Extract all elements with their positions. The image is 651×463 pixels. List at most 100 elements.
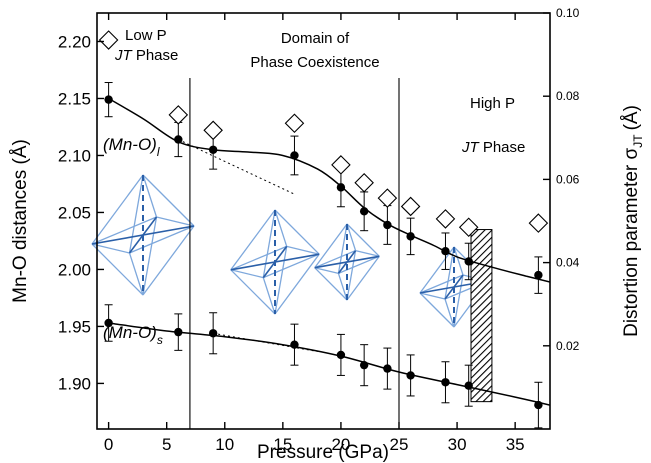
data-point <box>290 151 299 160</box>
octahedron-edge <box>262 277 276 315</box>
octahedron-edge <box>91 216 157 245</box>
octahedron-edge <box>142 174 195 227</box>
sigma-jt-point <box>400 196 421 217</box>
y-left-tick-label: 1.90 <box>58 374 91 393</box>
x-axis-title: Pressure (GPa) <box>257 442 389 463</box>
octahedron-edge <box>314 267 348 301</box>
octahedron-edge <box>314 223 348 269</box>
y-left-tick-label: 2.15 <box>58 89 91 108</box>
octahedron-edge <box>314 267 339 275</box>
octahedron-edge <box>230 209 276 271</box>
octahedron-edge <box>142 225 195 296</box>
x-tick-label: 15 <box>273 435 292 454</box>
octahedron-edge <box>91 243 144 296</box>
data-point <box>383 220 392 230</box>
coexistence-label: Phase Coexistence <box>250 54 379 71</box>
data-point <box>464 381 473 390</box>
sigma-jt-point <box>377 188 398 208</box>
x-tick-label: 0 <box>104 435 113 454</box>
sigma-jt-point <box>331 155 351 175</box>
sigma-jt-point <box>435 209 456 229</box>
octahedron-edge <box>453 274 464 328</box>
data-point <box>208 145 218 154</box>
octahedron-edge <box>453 246 464 276</box>
octahedron-edge <box>419 274 464 294</box>
octahedron-edge <box>91 174 144 245</box>
x-tick-label: 10 <box>215 435 234 454</box>
data-point <box>359 360 369 370</box>
octahedron-edge <box>346 250 357 301</box>
y-right-tick-label: 0.10 <box>556 6 580 20</box>
short-bond-label: (Mn-O)s <box>103 323 163 347</box>
data-point <box>359 207 369 216</box>
octahedron-edge <box>444 298 455 328</box>
sigma-jt-point <box>284 113 305 134</box>
octahedron-edge <box>346 255 380 301</box>
x-tick-label: 35 <box>506 435 525 454</box>
y-right-tick-label: 0.04 <box>556 256 580 270</box>
y-left-tick-label: 1.95 <box>58 317 91 336</box>
y-axis-right-title: Distortion parameter σJT(Å) <box>621 105 645 337</box>
high-p-phase-label: JT Phase <box>461 139 525 156</box>
low-p-phase-label: JT Phase <box>114 47 178 64</box>
octahedron-edge <box>314 250 356 269</box>
octahedron-axis <box>337 250 357 274</box>
y-left-tick-label: 2.05 <box>58 203 91 222</box>
octahedron-edge <box>142 174 158 218</box>
data-point <box>336 183 346 192</box>
x-tick-label: 25 <box>390 435 409 454</box>
sigma-jt-point <box>354 172 374 193</box>
data-point <box>104 318 113 328</box>
data-point <box>174 135 183 144</box>
y-right-tick-label: 0.08 <box>556 89 580 103</box>
octahedron-edge <box>286 245 320 255</box>
plot-frame <box>96 12 551 430</box>
octahedron-edge <box>274 209 320 255</box>
octahedron-edge <box>230 269 276 315</box>
octahedron-icon <box>314 223 380 301</box>
octahedron-edge <box>338 255 380 274</box>
octahedron-edge <box>419 292 455 328</box>
data-point <box>104 95 113 104</box>
x-tick-label: 30 <box>448 435 467 454</box>
octahedron-edge <box>419 246 455 294</box>
y-axis-left-title: Mn-O distances (Å) <box>10 139 31 303</box>
octahedron-icon <box>91 174 195 296</box>
y-right-tick-label: 0.06 <box>556 172 580 186</box>
octahedron-edge <box>274 209 288 247</box>
fit-curve-long <box>108 97 550 283</box>
octahedron-edge <box>346 223 357 251</box>
x-tick-label: 5 <box>162 435 171 454</box>
octahedron-edge <box>263 253 320 279</box>
octahedron-edge <box>355 249 380 257</box>
domain-label: Domain of <box>281 30 350 47</box>
data-point <box>464 257 473 266</box>
octahedron-edge <box>262 209 276 278</box>
octahedron-edge <box>230 245 287 271</box>
data-point <box>208 329 218 338</box>
transition-hatched-region <box>470 229 493 403</box>
octahedron-edge <box>274 253 320 315</box>
octahedron-edge <box>156 216 195 227</box>
sigma-jt-point <box>168 105 189 125</box>
data-point <box>174 327 183 337</box>
sigma-jt-point <box>98 30 119 50</box>
data-point <box>336 350 346 360</box>
octahedron-edge <box>337 273 348 301</box>
y-right-tick-label: 0.02 <box>556 339 580 353</box>
octahedron-edge <box>346 223 380 257</box>
y-left-tick-label: 2.20 <box>58 32 91 51</box>
sigma-jt-point <box>203 120 223 141</box>
data-point <box>534 400 543 410</box>
octahedron-edge <box>91 243 130 254</box>
octahedra-illustrations <box>91 174 489 328</box>
octahedron-edge <box>274 246 288 315</box>
octahedron-edge <box>419 292 446 300</box>
data-point <box>290 340 299 349</box>
sigma-jt-point <box>528 213 549 233</box>
data-point <box>383 364 392 373</box>
data-point <box>441 247 450 256</box>
octahedron-icon <box>230 209 320 315</box>
octahedron-edge <box>142 216 158 296</box>
